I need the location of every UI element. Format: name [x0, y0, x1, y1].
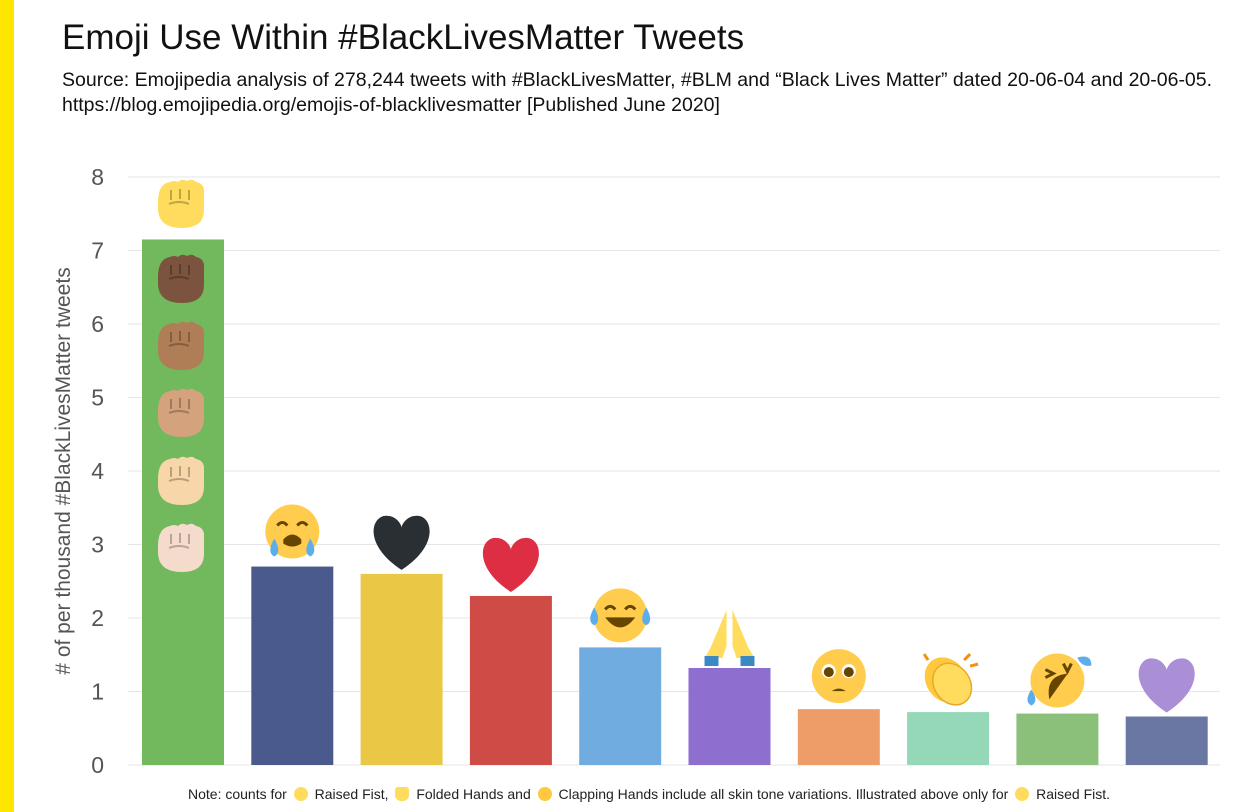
- loudly-crying-face-icon: [265, 504, 320, 559]
- raised-fist-icon: [158, 388, 204, 437]
- bar-purple-heart: [1125, 716, 1208, 765]
- y-tick-label: 2: [91, 605, 104, 631]
- raised-fist-icon: [158, 523, 204, 572]
- fist-shape: [158, 321, 204, 370]
- face-circle: [811, 649, 866, 704]
- bar-face-with-tears-of-joy: [579, 647, 662, 765]
- purple-heart-icon: [1138, 658, 1195, 713]
- fist-detail: [168, 398, 190, 414]
- fist-shape: [158, 388, 204, 437]
- y-axis-label: # of per thousand #BlackLivesMatter twee…: [52, 267, 75, 674]
- tear: [590, 607, 599, 626]
- hand-right: [732, 609, 755, 658]
- tear: [1077, 656, 1092, 666]
- fist-shape: [158, 179, 204, 228]
- eye-pupil: [823, 667, 834, 678]
- face-circle: [593, 588, 648, 643]
- face-mouth: [605, 617, 636, 628]
- fist-shape: [158, 456, 204, 505]
- clap-lines: [922, 653, 979, 668]
- note-clapping-hands: Clapping Hands include all skin tone var…: [558, 786, 1009, 802]
- bar-pleading-face: [797, 709, 880, 765]
- subtitle-source: Source: Emojipedia analysis of 278,244 t…: [62, 69, 1213, 91]
- subtitle-url: https://blog.emojipedia.org/emojis-of-bl…: [62, 94, 720, 116]
- y-tick-label: 7: [91, 238, 104, 264]
- tear: [1027, 689, 1036, 706]
- face-circle: [265, 504, 320, 559]
- y-tick-label: 0: [91, 752, 104, 778]
- y-axis-ticks: 0 1 2 3 4 5 6 7 8: [91, 164, 104, 778]
- y-tick-label: 4: [91, 458, 104, 484]
- bar-rolling-on-the-floor-laughing: [1016, 713, 1099, 765]
- bar-clapping-hands: [907, 712, 990, 765]
- emoji-icons: [158, 179, 1195, 713]
- raised-fist-icon: [158, 179, 204, 228]
- face-mouth: [1048, 673, 1068, 700]
- tear: [270, 538, 279, 557]
- y-tick-label: 3: [91, 532, 104, 558]
- raised-fist-icon: [293, 787, 308, 801]
- fist-detail: [168, 533, 190, 549]
- tear: [306, 538, 315, 557]
- black-heart-icon: [373, 515, 430, 570]
- eye-pupil: [843, 667, 854, 678]
- y-tick-label: 8: [91, 164, 104, 190]
- chart-subtitle: Source: Emojipedia analysis of 278,244 t…: [62, 68, 1212, 118]
- y-tick-label: 6: [91, 311, 104, 337]
- note-folded-hands: Folded Hands and: [416, 786, 531, 802]
- folded-hands-icon: [704, 609, 755, 666]
- hand-left: [704, 609, 727, 658]
- raised-fist-icon: [158, 456, 204, 505]
- page-title: Emoji Use Within #BlackLivesMatter Tweet…: [62, 18, 745, 57]
- face-mouth: [283, 534, 302, 547]
- face-eyes: [1044, 662, 1073, 679]
- bar-red-heart: [469, 595, 552, 765]
- bar-folded-hands: [688, 667, 771, 765]
- note-raised-fist-end: Raised Fist.: [1036, 786, 1111, 802]
- bar-loudly-crying-face: [251, 566, 334, 765]
- raised-fist-icon: [158, 321, 204, 370]
- tear: [642, 607, 651, 626]
- pleading-face-icon: [811, 649, 866, 704]
- fist-detail: [168, 264, 190, 280]
- footnote: Note: counts for Raised Fist, Folded Han…: [188, 786, 1110, 802]
- bar-black-heart: [360, 573, 443, 765]
- note-prefix: Note: counts for: [188, 786, 287, 802]
- sleeve-left: [704, 655, 719, 666]
- sleeve-right: [740, 655, 755, 666]
- clapping-hands-icon: [537, 787, 552, 801]
- face-eyes: [276, 521, 309, 527]
- folded-hands-icon: [395, 787, 410, 801]
- accent-bar: [0, 0, 14, 812]
- red-heart-icon: [482, 537, 539, 592]
- hand-front: [931, 662, 973, 706]
- y-tick-label: 1: [91, 679, 104, 705]
- face-mouth: [831, 688, 846, 692]
- fist-detail: [168, 331, 190, 347]
- note-raised-fist: Raised Fist,: [314, 786, 389, 802]
- fist-shape: [158, 523, 204, 572]
- face-with-tears-of-joy-icon: [590, 588, 651, 643]
- y-tick-label: 5: [91, 385, 104, 411]
- rolling-on-the-floor-laughing-icon: [1027, 653, 1092, 708]
- raised-fist-icon: [158, 254, 204, 303]
- raised-fist-icon: [1015, 787, 1030, 801]
- fist-detail: [168, 466, 190, 482]
- fist-detail: [168, 189, 190, 205]
- clapping-hands-icon: [922, 653, 979, 706]
- fist-shape: [158, 254, 204, 303]
- face-eyes: [604, 604, 637, 611]
